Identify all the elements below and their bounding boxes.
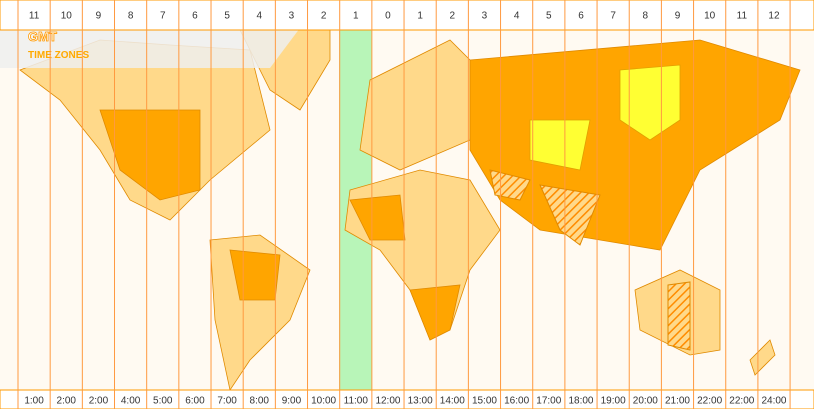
time-label: 10:00 [311,396,336,407]
zone-label: 12 [768,11,780,22]
bottom-strip [0,389,814,409]
time-label: 4:00 [121,396,141,407]
zone-label: 11 [29,11,40,22]
time-label: 8:00 [250,396,270,407]
header-subtitle: TIME ZONES [28,50,89,61]
zone-label: 2 [321,11,327,22]
new-zealand [749,339,776,376]
time-label: 11:00 [344,396,369,407]
zone-label: 6 [578,11,584,22]
zone-label: 2 [450,11,456,22]
zone-label: 5 [224,11,230,22]
time-label: 13:00 [408,396,433,407]
time-label: 2:00 [57,396,77,407]
time-label: 19:00 [601,396,626,407]
time-label: 22:00 [697,396,722,407]
zone-label: 3 [482,11,488,22]
zone-label: 4 [514,11,520,22]
time-label: 17:00 [536,396,561,407]
zone-label: 9 [675,11,681,22]
zone-label: 8 [128,11,134,22]
zone-label: 8 [643,11,649,22]
usa [99,109,201,201]
time-label: 1:00 [24,396,44,407]
central-asia-zone [529,119,591,171]
time-label: 12:00 [375,396,400,407]
zone-label: 7 [160,11,166,22]
time-label: 22:00 [729,396,754,407]
time-label: 14:00 [440,396,465,407]
zone-label: 5 [546,11,552,22]
iran [489,169,531,201]
header-band [0,28,300,68]
zone-label: 1 [353,11,359,22]
time-label: 6:00 [185,396,205,407]
zone-label: 7 [610,11,616,22]
time-label: 7:00 [217,396,237,407]
zone-label: 0 [385,11,391,22]
zone-label: 6 [192,11,198,22]
top-strip [0,0,814,31]
time-label: 24:00 [761,396,786,407]
southern-africa [409,284,461,341]
zone-label: 11 [737,11,748,22]
time-label: 9:00 [282,396,302,407]
header-title: GMT [28,29,57,44]
zone-label: 1 [417,11,423,22]
time-label: 18:00 [568,396,593,407]
time-label: 2:00 [89,396,109,407]
time-label: 20:00 [633,396,658,407]
central-australia [667,281,691,351]
zone-label: 10 [704,11,716,22]
time-label: 21:00 [665,396,690,407]
india [539,184,601,246]
zone-label: 3 [289,11,295,22]
west-africa [349,194,406,241]
time-label: 16:00 [504,396,529,407]
siberia-zone [619,64,681,141]
zone-label: 9 [96,11,102,22]
time-label: 15:00 [472,396,497,407]
zone-label: 10 [61,11,73,22]
time-label: 5:00 [153,396,173,407]
zone-label: 4 [256,11,262,22]
